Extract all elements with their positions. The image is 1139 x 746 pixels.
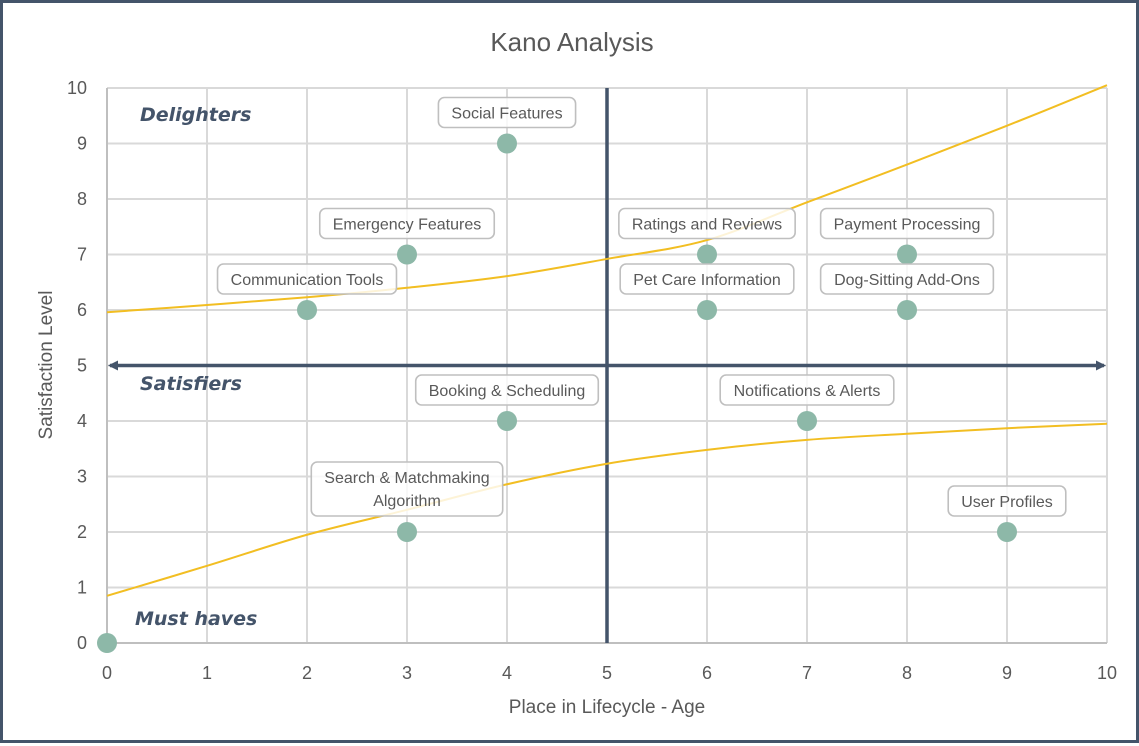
data-label-box bbox=[947, 485, 1067, 517]
zone-label-satisfiers: Satisfiers bbox=[140, 373, 242, 395]
data-label-text: Pet Care Information bbox=[633, 272, 781, 289]
data-point[interactable] bbox=[397, 244, 417, 265]
data-label: User Profiles bbox=[947, 485, 1067, 517]
data-labels: Social Features Emergency Features Communi… bbox=[216, 96, 1067, 517]
data-label-box bbox=[619, 263, 795, 295]
data-label-text: Communication Tools bbox=[231, 272, 384, 289]
data-label-box bbox=[318, 207, 496, 240]
y-tick-label: 4 bbox=[77, 411, 87, 431]
data-label-text: User Profiles bbox=[961, 494, 1053, 511]
data-points bbox=[97, 133, 1017, 653]
data-label-text: Dog-Sitting Add-Ons bbox=[834, 272, 980, 289]
data-label-text: Booking & Scheduling bbox=[429, 383, 586, 400]
trendline-delighters-curve bbox=[106, 84, 1108, 314]
axis-ticks: 0 1 2 3 4 5 6 7 8 9 10 0 1 2 3 4 5 6 7 8 9 10 bbox=[67, 78, 1117, 683]
zone-label-must-haves: Must haves bbox=[135, 608, 257, 630]
y-tick-label: 2 bbox=[77, 522, 87, 542]
data-point[interactable] bbox=[997, 522, 1017, 542]
data-label: Ratings and Reviews bbox=[618, 207, 796, 240]
x-tick-label: 4 bbox=[502, 663, 512, 683]
y-tick-label: 7 bbox=[77, 245, 87, 265]
data-label-box bbox=[618, 207, 796, 240]
x-tick-label: 5 bbox=[602, 663, 612, 683]
x-tick-label: 2 bbox=[302, 663, 312, 683]
data-point[interactable] bbox=[97, 633, 117, 653]
data-point[interactable] bbox=[797, 411, 817, 431]
x-tick-label: 3 bbox=[402, 663, 412, 683]
quadrant-lines bbox=[108, 88, 1106, 643]
x-tick-label: 9 bbox=[1002, 663, 1012, 683]
y-tick-label: 3 bbox=[77, 467, 87, 487]
data-label: Booking & Scheduling bbox=[414, 374, 600, 406]
data-label: Notifications & Alerts bbox=[719, 374, 895, 406]
data-label-text: Payment Processing bbox=[834, 217, 981, 234]
y-tick-label: 8 bbox=[77, 189, 87, 209]
data-point[interactable] bbox=[397, 522, 417, 542]
x-tick-label: 7 bbox=[802, 663, 812, 683]
kano-chart: Kano Analysis 0 1 2 3 4 5 6 7 8 9 10 0 1 2 3 4 5 6 7 8 9 10 D… bbox=[36, 27, 1117, 718]
y-axis-title: Satisfaction Level bbox=[36, 291, 57, 440]
data-label-text: Ratings and Reviews bbox=[632, 217, 782, 234]
data-label-box bbox=[819, 263, 995, 295]
data-label-text: Social Features bbox=[451, 106, 562, 123]
zone-label-delighters: Delighters bbox=[140, 104, 251, 126]
data-point[interactable] bbox=[897, 300, 917, 320]
data-label-box bbox=[819, 207, 995, 240]
data-label: Search & Matchmaking Algorithm bbox=[310, 461, 504, 517]
data-label-box bbox=[310, 461, 504, 517]
y-tick-label: 0 bbox=[77, 633, 87, 653]
data-label: Communication Tools bbox=[216, 263, 398, 295]
y-tick-label: 9 bbox=[77, 134, 87, 154]
data-point[interactable] bbox=[697, 244, 717, 265]
x-tick-label: 0 bbox=[102, 663, 112, 683]
x-axis-title: Place in Lifecycle - Age bbox=[509, 697, 705, 718]
data-label: Dog-Sitting Add-Ons bbox=[819, 263, 995, 295]
data-label: Emergency Features bbox=[318, 207, 496, 240]
data-label: Payment Processing bbox=[819, 207, 995, 240]
data-label-text: Notifications & Alerts bbox=[734, 383, 881, 400]
x-tick-label: 8 bbox=[902, 663, 912, 683]
data-point[interactable] bbox=[897, 244, 917, 265]
x-tick-label: 1 bbox=[202, 663, 212, 683]
x-tick-label: 6 bbox=[702, 663, 712, 683]
x-tick-label: 10 bbox=[1097, 663, 1117, 683]
data-point[interactable] bbox=[497, 133, 517, 154]
y-tick-label: 1 bbox=[77, 578, 87, 598]
data-label-text: Search & Matchmaking Algorithm bbox=[324, 470, 489, 510]
data-point[interactable] bbox=[697, 300, 717, 320]
y-tick-label: 6 bbox=[77, 300, 87, 320]
data-label-box bbox=[437, 96, 577, 129]
trendlines bbox=[106, 84, 1108, 597]
data-label-text: Emergency Features bbox=[333, 217, 482, 234]
trendline-must-haves-curve bbox=[106, 422, 1108, 597]
data-label-box bbox=[414, 374, 600, 406]
data-point[interactable] bbox=[297, 300, 317, 320]
data-label-box bbox=[719, 374, 895, 406]
chart-title: Kano Analysis bbox=[490, 27, 653, 57]
y-tick-label: 10 bbox=[67, 78, 87, 98]
y-tick-label: 5 bbox=[77, 356, 87, 376]
data-point[interactable] bbox=[497, 411, 517, 431]
data-label: Pet Care Information bbox=[619, 263, 795, 295]
data-label-box bbox=[216, 263, 398, 295]
data-label: Social Features bbox=[437, 96, 577, 129]
